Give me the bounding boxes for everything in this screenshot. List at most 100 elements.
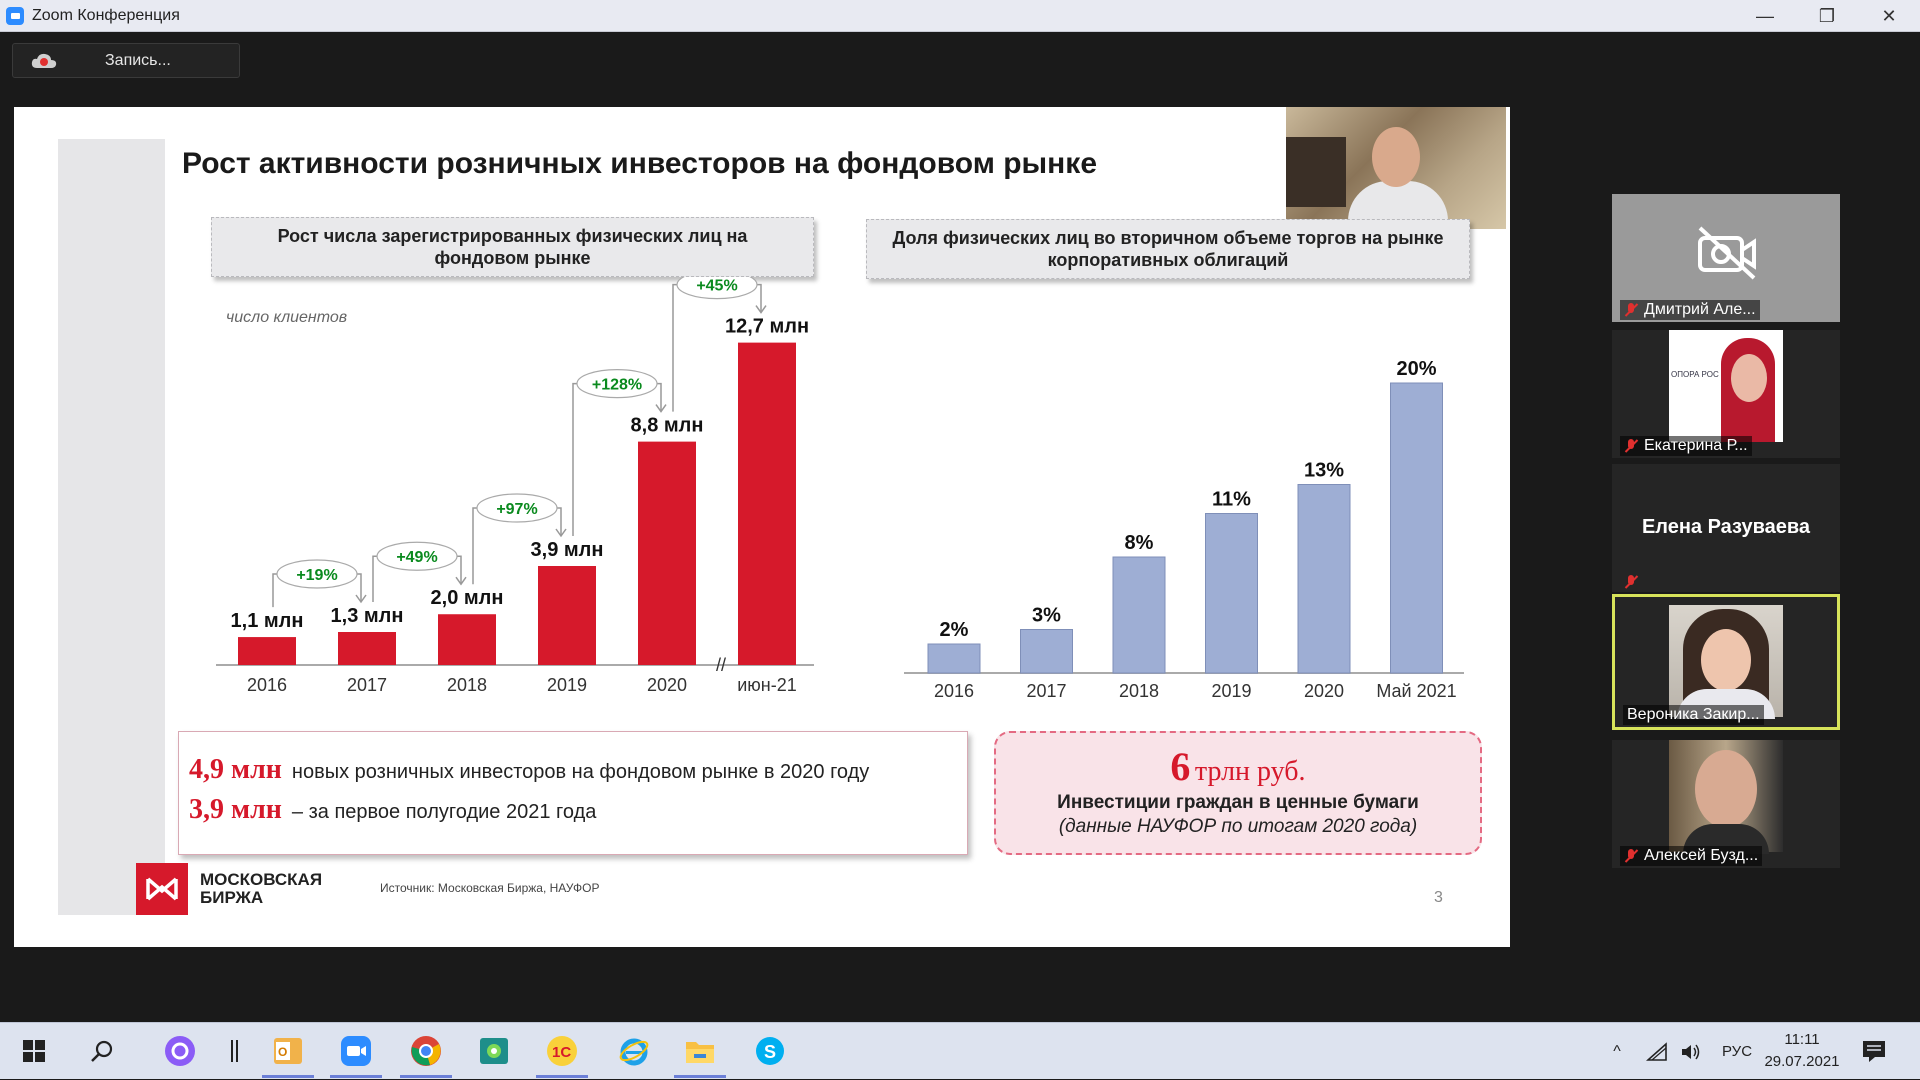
internet-explorer-icon[interactable] [616, 1033, 652, 1069]
chart2-tick-label: 2016 [934, 681, 974, 701]
chart2-bar-label: 20% [1396, 358, 1436, 380]
chart2-bar [1112, 556, 1166, 674]
window-titlebar: Zoom Конференция — ❐ ✕ [0, 0, 1920, 32]
file-explorer-icon[interactable] [674, 1033, 726, 1078]
chart1-tick-label: 2020 [647, 675, 687, 695]
presenter-head [1372, 127, 1420, 187]
chart1-bar [738, 342, 796, 665]
highlight-unit: трлн руб. [1194, 756, 1306, 787]
logo-line-1: МОСКОВСКАЯ [200, 870, 323, 889]
chart2-bar-label: 11% [1212, 489, 1251, 511]
chart2-tick-label: 2019 [1211, 681, 1251, 701]
participant-tile-1[interactable]: Дмитрий Але... [1612, 194, 1840, 322]
wifi-icon[interactable] [1646, 1041, 1668, 1062]
clock-date: 29.07.2021 [1764, 1053, 1840, 1070]
tray-chevron-up-icon[interactable]: ^ [1613, 1042, 1621, 1060]
minimize-button[interactable]: — [1756, 5, 1774, 26]
slide-page-number: 3 [1434, 889, 1443, 906]
highlight-value: 6 трлн руб. [996, 743, 1480, 790]
zoom-icon[interactable] [330, 1033, 382, 1078]
chart1-tick-label: июн-21 [737, 675, 797, 695]
assistant-icon[interactable] [162, 1033, 198, 1069]
chart1-header: Рост числа зарегистрированных физических… [211, 217, 814, 277]
chart1-growth-label: +49% [396, 549, 437, 566]
chart1-bar-label: 3,9 млн [531, 539, 604, 561]
participant-tile-3[interactable]: Елена Разуваева [1612, 464, 1840, 592]
presenter-video-thumbnail[interactable] [1286, 107, 1506, 229]
chart1-bar-label: 2,0 млн [431, 587, 504, 609]
chart1-axis-break: // [716, 655, 726, 675]
chart1-bar-label: 8,8 млн [631, 415, 704, 437]
participant-mic-3 [1620, 574, 1648, 590]
1c-icon[interactable]: 1С [536, 1033, 588, 1078]
chart1-growth-label: +97% [496, 501, 537, 518]
screenshot-app-icon[interactable] [476, 1033, 512, 1069]
record-button[interactable]: Запись... [12, 43, 240, 78]
chart1-tick-label: 2017 [347, 675, 387, 695]
video-off-icon [1698, 226, 1756, 280]
window-title: Zoom Конференция [32, 6, 180, 24]
info-line-1: 4,9 млн новых розничных инвесторов на фо… [189, 754, 967, 786]
windows-start-icon[interactable] [16, 1033, 52, 1069]
meeting-topbar: Запись... [0, 33, 1920, 81]
chart1-bar [238, 637, 296, 665]
maximize-button[interactable]: ❐ [1818, 5, 1836, 26]
chart1-growth-arrow [755, 305, 767, 314]
slide-source: Источник: Московская Биржа, НАУФОР [380, 881, 600, 895]
input-language[interactable]: РУС [1722, 1043, 1753, 1060]
participant-name-1: Дмитрий Але... [1620, 300, 1760, 320]
info-line-2: 3,9 млн – за первое полугодие 2021 года [189, 794, 967, 826]
record-label: Запись... [105, 52, 171, 69]
notifications-icon[interactable] [1856, 1033, 1892, 1069]
chart2-bar-label: 13% [1304, 460, 1344, 482]
chart1-growth-arrow [355, 594, 367, 604]
chart1-bar [438, 614, 496, 665]
highlight-note: (данные НАУФОР по итогам 2020 года) [1058, 816, 1418, 837]
participant-photo-2: ОПОРА РОС [1669, 330, 1783, 442]
chart2-tick-label: 2018 [1119, 681, 1159, 701]
svg-text:S: S [764, 1042, 776, 1062]
chrome-icon[interactable] [400, 1033, 452, 1078]
chart1-unit-label: число клиентов [226, 309, 348, 326]
participant-tile-4-active-speaker[interactable]: Вероника Закир... [1612, 594, 1840, 730]
close-button[interactable]: ✕ [1881, 5, 1897, 26]
chart1-tick-label: 2019 [547, 675, 587, 695]
chart2-bar-label: 2% [940, 619, 969, 641]
chart1-growth-badge [376, 541, 458, 571]
chart2-bar-label: 3% [1032, 605, 1061, 627]
chart1-svg: 1,1 млн 2016 1,3 млн 2017 2,0 млн 2018 3,9 млн… [216, 277, 814, 695]
shared-screen-slide: Рост активности розничных инвесторов на … [14, 107, 1510, 947]
chart1-growth-arrow [555, 528, 567, 538]
svg-text:1С: 1С [552, 1044, 571, 1061]
participant-tile-5[interactable]: Алексей Бузд... [1612, 740, 1840, 868]
chart1-growth-arrow [455, 576, 467, 586]
volume-icon[interactable] [1680, 1042, 1702, 1062]
participant-tile-2[interactable]: ОПОРА РОС Екатерина Р... [1612, 330, 1840, 458]
chart1-tick-label: 2018 [447, 675, 487, 695]
participant-photo-4 [1669, 605, 1783, 719]
chart1-growth-badge [276, 559, 358, 589]
chart1-growth-badge [576, 369, 658, 399]
chart2-bar [1205, 513, 1258, 674]
slide-side-strip [58, 139, 165, 915]
mic-muted-icon [1624, 575, 1638, 589]
svg-text:O: O [278, 1045, 287, 1059]
outlook-icon[interactable]: O [262, 1033, 314, 1078]
system-tray: ^ РУС [1606, 1023, 1752, 1080]
investment-highlight-box: 6 трлн руб. Инвестиции граждан в ценные … [994, 731, 1482, 855]
participant-name-4: Вероника Закир... [1623, 705, 1764, 725]
chart1-growth-label: +128% [592, 377, 642, 394]
background-shelf [1286, 137, 1346, 207]
chart2-bar [1390, 382, 1443, 674]
mic-muted-icon [1624, 303, 1638, 317]
skype-icon[interactable]: S [752, 1033, 788, 1069]
info-text-1: новых розничных инвесторов на фондовом р… [291, 761, 870, 783]
chart1-bar [338, 632, 396, 665]
info-text-2: – за первое полугодие 2021 года [291, 801, 597, 823]
search-icon[interactable] [84, 1033, 120, 1069]
info-number-1: 4,9 млн [189, 754, 282, 785]
task-view-icon[interactable] [216, 1033, 252, 1069]
taskbar-clock[interactable]: 11:11 29.07.2021 [1756, 1029, 1848, 1073]
chart1-bar [638, 441, 696, 665]
cloud-record-icon [31, 53, 57, 68]
